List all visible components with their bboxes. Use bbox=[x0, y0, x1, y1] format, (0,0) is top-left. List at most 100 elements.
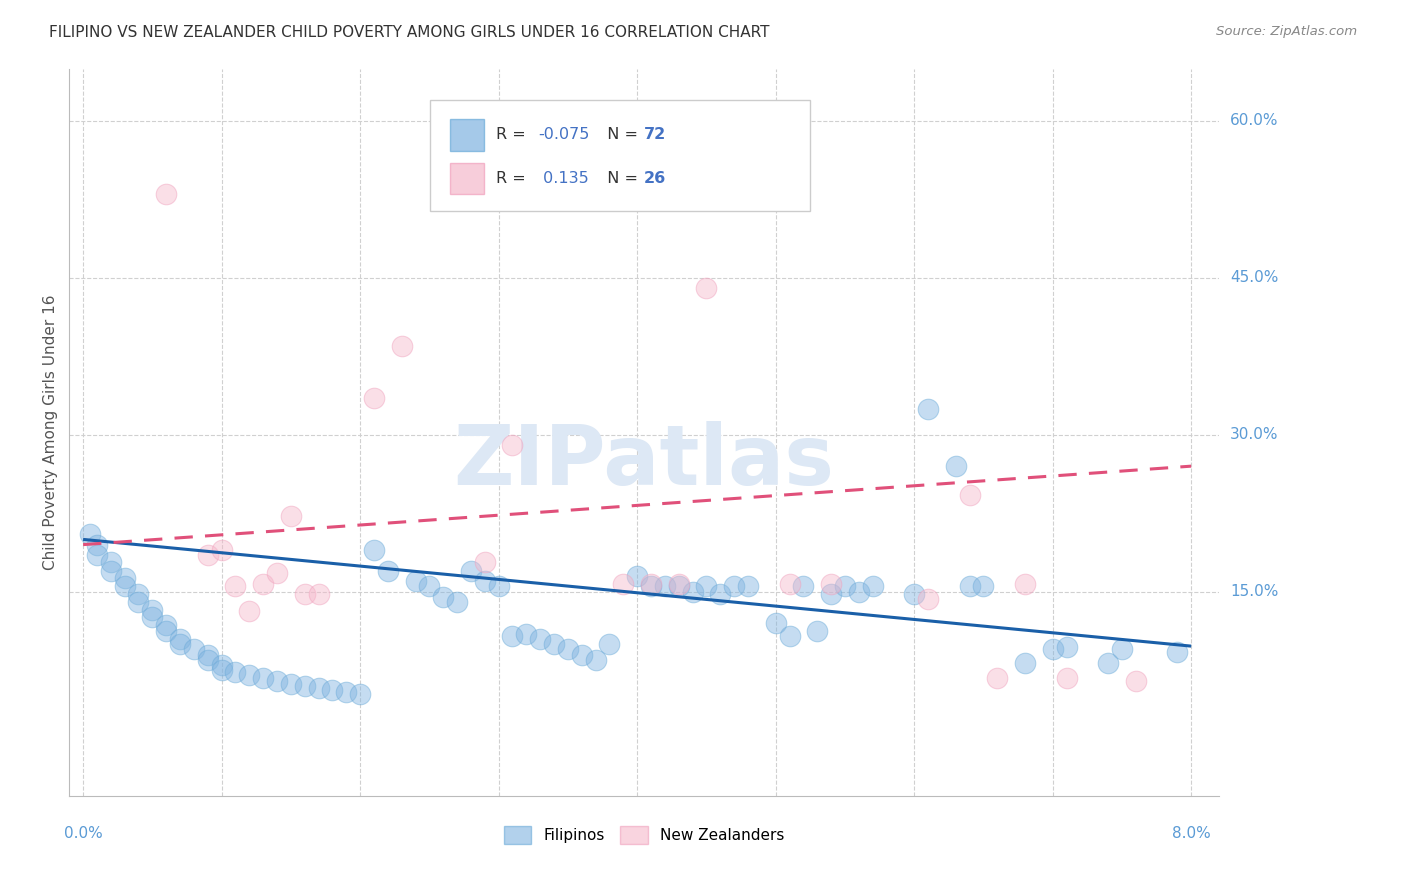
Point bbox=[294, 679, 316, 693]
Point bbox=[986, 671, 1008, 685]
Point bbox=[197, 548, 219, 562]
Text: 26: 26 bbox=[644, 171, 666, 186]
Point bbox=[79, 527, 101, 541]
Point bbox=[820, 577, 842, 591]
Text: 0.0%: 0.0% bbox=[63, 826, 103, 841]
Point bbox=[308, 681, 330, 695]
Point bbox=[377, 564, 399, 578]
Point bbox=[626, 569, 648, 583]
Point bbox=[211, 657, 233, 672]
Point bbox=[682, 584, 704, 599]
Point bbox=[1042, 642, 1064, 657]
Point bbox=[391, 339, 413, 353]
Text: R =: R = bbox=[496, 171, 531, 186]
Point bbox=[737, 579, 759, 593]
Point bbox=[363, 542, 385, 557]
Text: Source: ZipAtlas.com: Source: ZipAtlas.com bbox=[1216, 25, 1357, 38]
Point bbox=[848, 584, 870, 599]
Point bbox=[114, 571, 136, 585]
Point bbox=[211, 542, 233, 557]
Point bbox=[405, 574, 427, 589]
Point bbox=[834, 579, 856, 593]
Point bbox=[1014, 656, 1036, 670]
Point bbox=[1056, 671, 1078, 685]
Point bbox=[779, 577, 801, 591]
Y-axis label: Child Poverty Among Girls Under 16: Child Poverty Among Girls Under 16 bbox=[44, 294, 58, 570]
Text: 0.135: 0.135 bbox=[538, 171, 589, 186]
Text: 30.0%: 30.0% bbox=[1230, 427, 1278, 442]
Point bbox=[972, 579, 994, 593]
Text: R =: R = bbox=[496, 128, 531, 143]
Point bbox=[183, 642, 205, 657]
Point bbox=[114, 579, 136, 593]
Point bbox=[335, 685, 357, 699]
Point bbox=[349, 687, 371, 701]
Point bbox=[1125, 673, 1147, 688]
Text: ZIPatlas: ZIPatlas bbox=[454, 421, 835, 501]
Point bbox=[280, 509, 302, 524]
Point bbox=[294, 587, 316, 601]
Point bbox=[501, 629, 523, 643]
Point bbox=[127, 587, 149, 601]
Point bbox=[640, 577, 662, 591]
Point bbox=[709, 587, 731, 601]
Point bbox=[155, 624, 177, 639]
Point bbox=[668, 577, 690, 591]
Point bbox=[238, 668, 260, 682]
Point bbox=[695, 281, 717, 295]
Point bbox=[141, 610, 163, 624]
Point bbox=[779, 629, 801, 643]
Point bbox=[571, 648, 593, 662]
Point bbox=[474, 556, 496, 570]
Point bbox=[224, 665, 246, 680]
Point bbox=[86, 538, 108, 552]
Point bbox=[543, 637, 565, 651]
Point bbox=[197, 648, 219, 662]
Text: FILIPINO VS NEW ZEALANDER CHILD POVERTY AMONG GIRLS UNDER 16 CORRELATION CHART: FILIPINO VS NEW ZEALANDER CHILD POVERTY … bbox=[49, 25, 769, 40]
Point bbox=[862, 579, 884, 593]
Point bbox=[557, 642, 579, 657]
Point bbox=[654, 579, 676, 593]
Point bbox=[1111, 642, 1133, 657]
Point bbox=[585, 653, 607, 667]
Text: N =: N = bbox=[598, 171, 644, 186]
Point bbox=[197, 653, 219, 667]
Point bbox=[266, 566, 288, 580]
Point bbox=[321, 683, 343, 698]
Point bbox=[917, 401, 939, 416]
Point bbox=[668, 579, 690, 593]
Point bbox=[100, 556, 122, 570]
Text: -0.075: -0.075 bbox=[538, 128, 589, 143]
Point bbox=[141, 602, 163, 616]
Point bbox=[598, 637, 620, 651]
Point bbox=[488, 579, 510, 593]
Point bbox=[765, 616, 787, 631]
Point bbox=[695, 579, 717, 593]
Point bbox=[86, 548, 108, 562]
Point bbox=[820, 587, 842, 601]
Point bbox=[169, 632, 191, 646]
Point bbox=[959, 488, 981, 502]
Point bbox=[280, 677, 302, 691]
Point bbox=[418, 579, 440, 593]
Point bbox=[127, 595, 149, 609]
Text: 15.0%: 15.0% bbox=[1230, 584, 1278, 599]
Point bbox=[224, 579, 246, 593]
Point bbox=[266, 673, 288, 688]
Text: 45.0%: 45.0% bbox=[1230, 270, 1278, 285]
Legend: Filipinos, New Zealanders: Filipinos, New Zealanders bbox=[498, 820, 790, 850]
Point bbox=[1014, 577, 1036, 591]
Point bbox=[945, 459, 967, 474]
Point bbox=[1097, 656, 1119, 670]
Point bbox=[792, 579, 814, 593]
Point bbox=[446, 595, 468, 609]
Point bbox=[211, 663, 233, 677]
Point bbox=[723, 579, 745, 593]
Point bbox=[515, 626, 537, 640]
Point bbox=[1166, 645, 1188, 659]
Point bbox=[917, 592, 939, 607]
Point bbox=[363, 391, 385, 405]
Point bbox=[474, 574, 496, 589]
Point bbox=[169, 637, 191, 651]
Point bbox=[432, 590, 454, 604]
